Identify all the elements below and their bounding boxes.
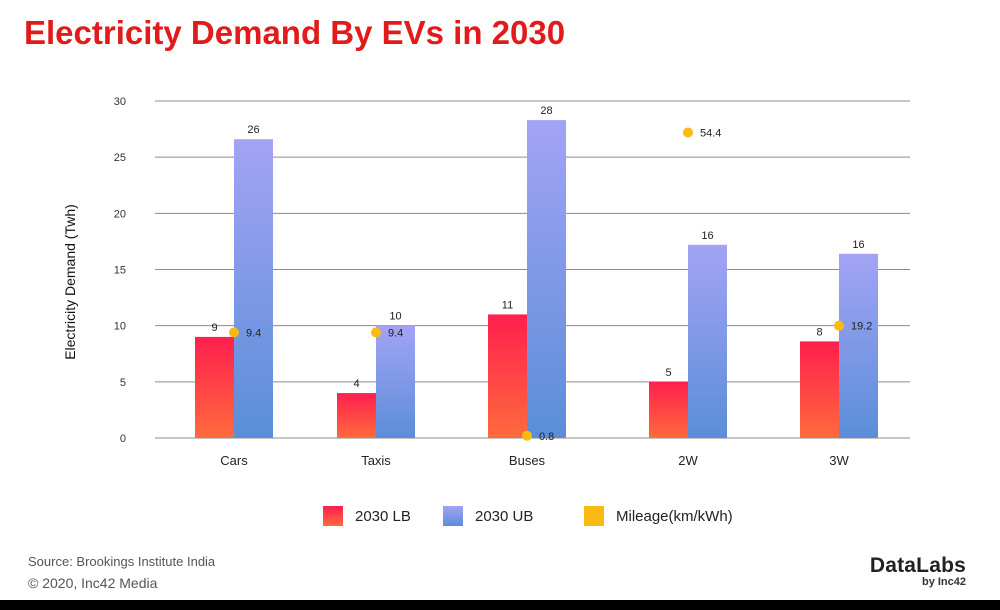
- legend-item-ub: 2030 UB: [443, 506, 533, 526]
- source-note: Source: Brookings Institute India: [28, 554, 216, 569]
- bar-2030-lb: [488, 314, 527, 438]
- logo-main-text: DataLabs: [869, 554, 966, 577]
- mileage-point: [683, 127, 693, 138]
- bar-2030-ub-value-label: 10: [389, 311, 401, 323]
- bar-2030-lb-value-label: 9: [211, 322, 217, 334]
- bar-2030-lb: [649, 381, 688, 438]
- mileage-value-label: 19.2: [851, 321, 872, 333]
- mileage-value-label: 9.4: [388, 327, 403, 339]
- bar-2030-lb: [195, 336, 234, 438]
- bar-2030-lb-value-label: 4: [353, 378, 359, 390]
- bar-2030-lb: [800, 341, 839, 438]
- bar-2030-lb: [337, 393, 376, 438]
- mileage-value-label: 54.4: [700, 127, 721, 139]
- mileage-point: [371, 327, 381, 338]
- x-category-label: Taxis: [361, 453, 391, 468]
- y-tick-label: 30: [114, 96, 126, 108]
- bar-2030-lb-value-label: 8: [816, 326, 822, 338]
- bar-2030-ub-value-label: 26: [247, 124, 259, 136]
- mileage-points: [229, 127, 844, 441]
- datalabs-logo: DataLabs by Inc42: [870, 554, 966, 588]
- legend-swatch-lb: [323, 506, 343, 526]
- mileage-value-label: 0.8: [539, 431, 554, 443]
- x-category-label: 2W: [678, 453, 698, 468]
- chart-title: Electricity Demand By EVs in 2030: [24, 14, 566, 51]
- legend-item-lb: 2030 LB: [323, 506, 411, 526]
- legend-swatch-mileage: [584, 506, 604, 526]
- bar-2030-ub-value-label: 16: [701, 230, 713, 242]
- bar-2030-lb-value-label: 11: [502, 299, 513, 311]
- copyright-note: © 2020, Inc42 Media: [28, 575, 158, 591]
- y-tick-label: 10: [114, 321, 126, 333]
- mileage-value-label: 9.4: [246, 327, 261, 339]
- legend-label-lb: 2030 LB: [355, 507, 411, 525]
- bars: [195, 120, 878, 438]
- bar-2030-ub: [527, 120, 566, 438]
- legend-item-mileage: Mileage(km/kWh): [584, 506, 733, 526]
- bar-2030-ub-value-label: 28: [540, 105, 552, 117]
- x-category-label: Buses: [509, 453, 546, 468]
- mileage-point: [522, 430, 532, 441]
- bar-2030-ub: [688, 244, 727, 438]
- x-category-label: 3W: [829, 453, 849, 468]
- y-tick-label: 20: [114, 208, 126, 220]
- y-axis-label: Electricity Demand (Twh): [62, 204, 78, 360]
- labels: 0 5 10 15 20 25 30 9 4 11 5 8 26 10 28 16 16 9.4 9.4 0.8 54.…: [114, 96, 873, 468]
- logo-sub-text: by Inc42: [921, 576, 966, 588]
- y-tick-label: 15: [114, 265, 126, 277]
- bar-2030-ub: [376, 325, 415, 438]
- bar-2030-lb-value-label: 5: [665, 367, 671, 379]
- bottom-band: [0, 600, 1000, 610]
- legend-label-mileage: Mileage(km/kWh): [616, 507, 733, 525]
- bar-2030-ub-value-label: 16: [852, 239, 864, 251]
- y-tick-label: 5: [120, 377, 126, 389]
- mileage-point: [834, 320, 844, 331]
- y-tick-label: 25: [114, 152, 126, 164]
- bar-2030-ub: [234, 139, 273, 438]
- y-tick-label: 0: [120, 433, 126, 445]
- x-category-label: Cars: [220, 453, 248, 468]
- mileage-point: [229, 327, 239, 338]
- legend-label-ub: 2030 UB: [475, 507, 534, 525]
- legend-swatch-ub: [443, 506, 463, 526]
- bar-2030-ub: [839, 253, 878, 438]
